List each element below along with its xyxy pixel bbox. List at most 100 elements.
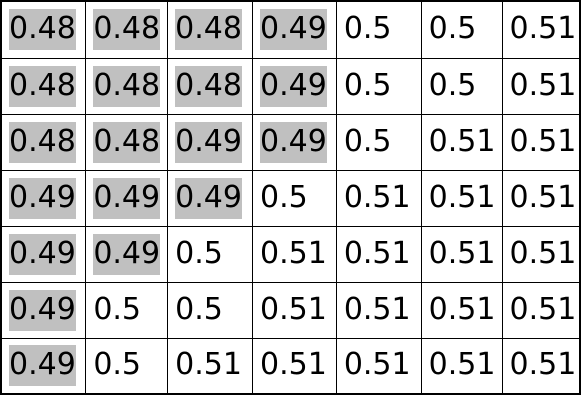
- table-cell: 0.5: [420, 0, 503, 59]
- table-row: 0.48 0.48 0.48 0.49 0.5 0.5 0.51: [0, 0, 581, 59]
- cell-value: 0.5: [259, 179, 308, 215]
- table-cell: 0.51: [501, 0, 581, 59]
- table-cell: 0.51: [251, 281, 337, 339]
- table-cell: 0.49: [0, 225, 87, 283]
- table-cell: 0.51: [420, 169, 503, 227]
- table-cell: 0.51: [251, 337, 337, 395]
- cell-value: 0.51: [509, 123, 577, 159]
- cell-value: 0.49: [9, 345, 76, 387]
- cell-value: 0.48: [93, 9, 161, 51]
- table-cell: 0.51: [420, 113, 503, 171]
- table-cell: 0.49: [85, 169, 169, 227]
- table-cell: 0.49: [167, 169, 253, 227]
- table-cell: 0.51: [335, 169, 422, 227]
- cell-value: 0.51: [509, 11, 577, 47]
- table-cell: 0.48: [0, 113, 87, 171]
- table-cell: 0.48: [0, 57, 87, 115]
- cell-value: 0.49: [93, 177, 161, 219]
- cell-value: 0.51: [428, 123, 496, 159]
- table-cell: 0.51: [251, 225, 337, 283]
- cell-value: 0.5: [93, 347, 142, 383]
- table-cell: 0.51: [420, 337, 503, 395]
- cell-value: 0.5: [175, 235, 223, 271]
- cell-value: 0.51: [259, 291, 327, 327]
- table-cell: 0.48: [85, 57, 169, 115]
- cell-value: 0.48: [175, 9, 242, 51]
- table-cell: 0.5: [420, 57, 503, 115]
- table-row: 0.48 0.48 0.49 0.49 0.5 0.51 0.51: [0, 113, 581, 171]
- cell-value: 0.49: [259, 121, 327, 163]
- table-cell: 0.51: [335, 281, 422, 339]
- cell-value: 0.51: [428, 179, 496, 215]
- cell-value: 0.51: [428, 235, 496, 271]
- table-cell: 0.48: [85, 0, 169, 59]
- table-row: 0.49 0.49 0.5 0.51 0.51 0.51 0.51: [0, 225, 581, 283]
- cell-value: 0.49: [9, 233, 76, 275]
- cell-value: 0.49: [259, 9, 327, 51]
- table-cell: 0.51: [335, 337, 422, 395]
- cell-value: 0.51: [509, 179, 577, 215]
- table-cell: 0.5: [85, 281, 169, 339]
- cell-value: 0.51: [509, 235, 577, 271]
- cell-value: 0.51: [259, 347, 327, 383]
- table-cell: 0.48: [167, 0, 253, 59]
- table-cell: 0.48: [167, 57, 253, 115]
- table-cell: 0.5: [335, 113, 422, 171]
- cell-value: 0.49: [175, 177, 242, 219]
- cell-value: 0.48: [9, 121, 76, 163]
- table-cell: 0.5: [85, 337, 169, 395]
- cell-value: 0.5: [93, 291, 142, 327]
- table-cell: 0.5: [335, 57, 422, 115]
- cell-value: 0.51: [343, 291, 411, 327]
- cell-value: 0.5: [343, 11, 392, 47]
- table-cell: 0.49: [251, 57, 337, 115]
- cell-value: 0.51: [509, 67, 577, 103]
- table-cell: 0.49: [0, 337, 87, 395]
- cell-value: 0.51: [343, 179, 411, 215]
- table-row: 0.48 0.48 0.48 0.49 0.5 0.5 0.51: [0, 57, 581, 115]
- cell-value: 0.51: [259, 235, 327, 271]
- table-cell: 0.49: [85, 225, 169, 283]
- cell-value: 0.5: [428, 11, 477, 47]
- table-cell: 0.51: [501, 113, 581, 171]
- table-cell: 0.51: [501, 169, 581, 227]
- table-row: 0.49 0.5 0.5 0.51 0.51 0.51 0.51: [0, 281, 581, 339]
- cell-value: 0.49: [93, 233, 161, 275]
- cell-value: 0.5: [343, 67, 392, 103]
- cell-value: 0.48: [175, 65, 242, 107]
- cell-value: 0.49: [9, 177, 76, 219]
- table-cell: 0.51: [167, 337, 253, 395]
- cell-value: 0.48: [93, 121, 161, 163]
- table-row: 0.49 0.5 0.51 0.51 0.51 0.51 0.51: [0, 337, 581, 395]
- table-cell: 0.48: [85, 113, 169, 171]
- cell-value: 0.51: [509, 291, 577, 327]
- cell-value: 0.49: [9, 289, 76, 331]
- cell-value: 0.48: [9, 9, 76, 51]
- table-cell: 0.49: [0, 281, 87, 339]
- cell-value: 0.51: [343, 235, 411, 271]
- cell-value: 0.49: [175, 121, 242, 163]
- cell-value: 0.51: [343, 347, 411, 383]
- table-cell: 0.5: [335, 0, 422, 59]
- table-cell: 0.51: [420, 225, 503, 283]
- cell-value: 0.49: [259, 65, 327, 107]
- cell-value: 0.5: [175, 291, 223, 327]
- table-cell: 0.51: [501, 57, 581, 115]
- table-row: 0.49 0.49 0.49 0.5 0.51 0.51 0.51: [0, 169, 581, 227]
- table-cell: 0.49: [251, 113, 337, 171]
- table-cell: 0.49: [167, 113, 253, 171]
- table-cell: 0.5: [167, 281, 253, 339]
- table-cell: 0.49: [0, 169, 87, 227]
- cell-value: 0.5: [428, 67, 477, 103]
- table-cell: 0.5: [251, 169, 337, 227]
- table-cell: 0.5: [167, 225, 253, 283]
- table-cell: 0.51: [420, 281, 503, 339]
- cell-value: 0.51: [175, 347, 242, 383]
- cell-value: 0.51: [509, 347, 577, 383]
- table-cell: 0.51: [335, 225, 422, 283]
- table-cell: 0.49: [251, 0, 337, 59]
- cell-value: 0.51: [428, 291, 496, 327]
- cell-value: 0.48: [9, 65, 76, 107]
